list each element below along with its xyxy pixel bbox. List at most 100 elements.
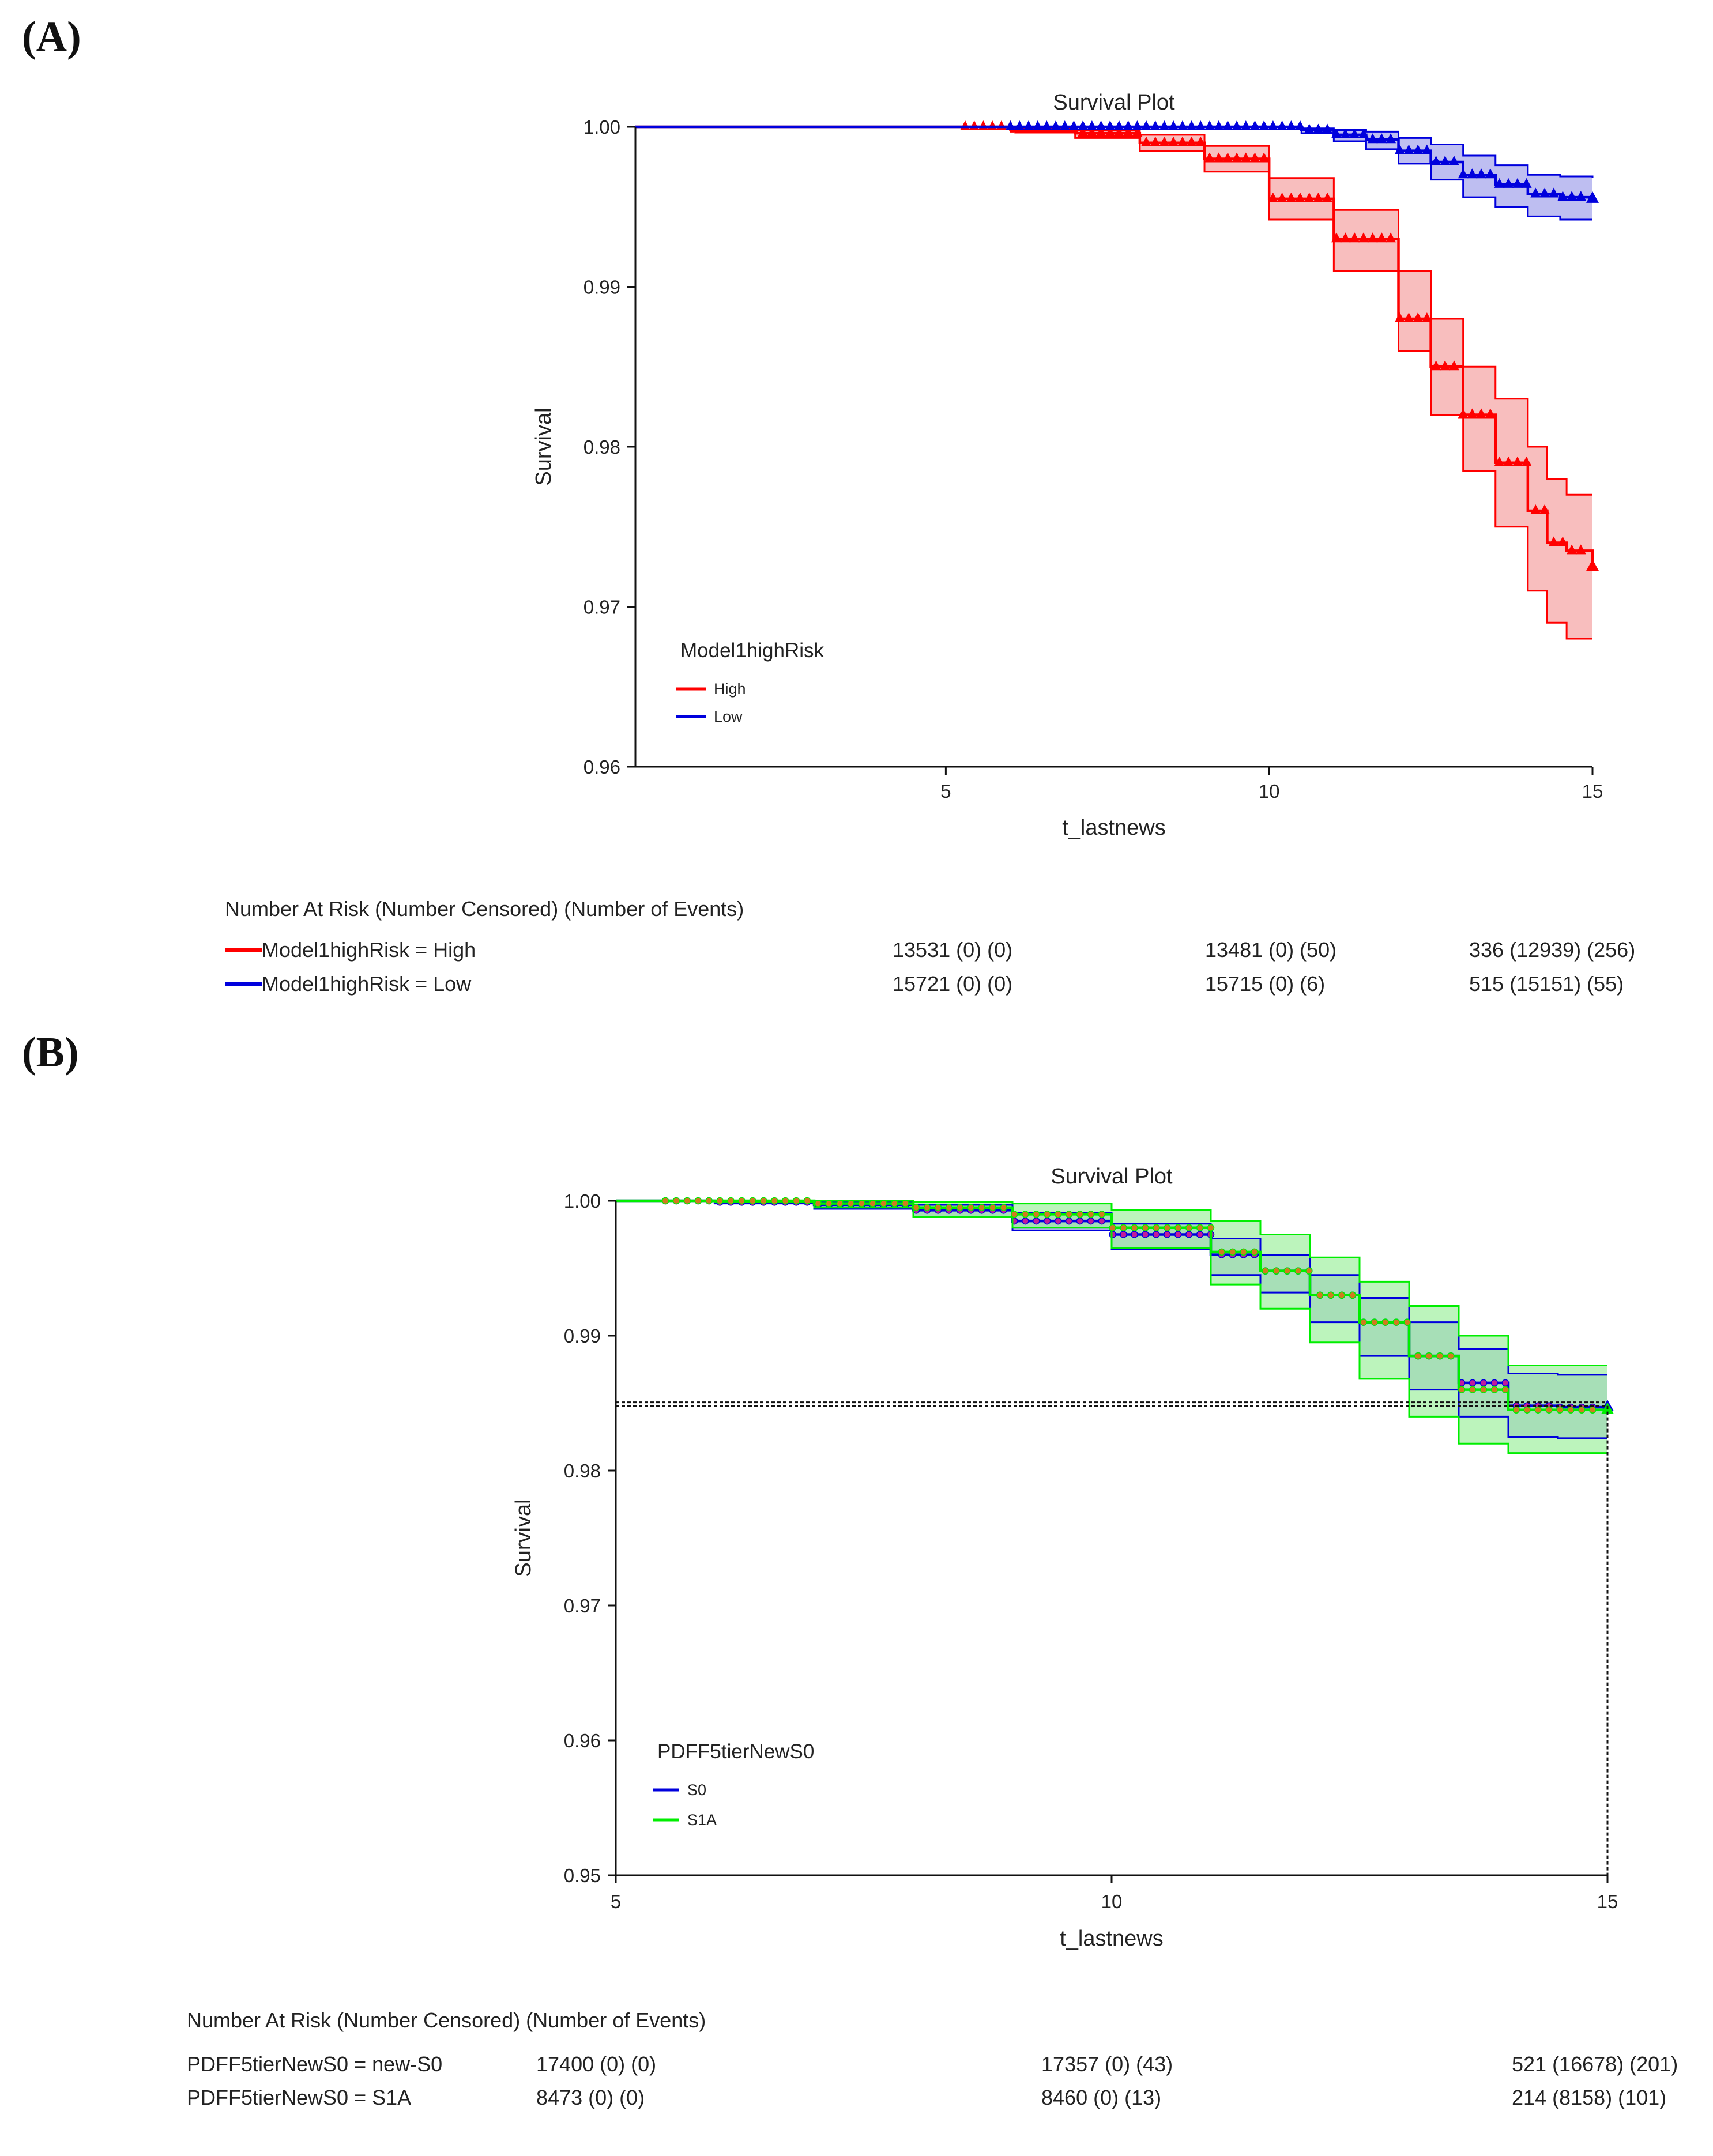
censor-marker-high bbox=[1458, 408, 1469, 419]
censor-marker-s0 bbox=[1098, 1217, 1106, 1225]
censor-marker-s1a bbox=[716, 1197, 724, 1205]
censor-marker-high bbox=[1421, 312, 1432, 322]
censor-marker-high bbox=[1267, 192, 1278, 202]
censor-marker-low bbox=[1132, 120, 1143, 130]
censor-marker-low bbox=[1086, 120, 1097, 130]
risk-table-b-title: Number At Risk (Number Censored) (Number… bbox=[187, 2008, 706, 2032]
censor-marker-low bbox=[1403, 144, 1414, 154]
censor-marker-s1a bbox=[738, 1197, 746, 1205]
censor-marker-s0 bbox=[1490, 1379, 1499, 1387]
censor-marker-s1a bbox=[891, 1200, 898, 1207]
censor-marker-high bbox=[1249, 152, 1260, 163]
risk-row-s1a-label: PDFF5tierNewS0 = S1A bbox=[187, 2086, 412, 2109]
censor-marker-low bbox=[1448, 156, 1459, 166]
censor-marker-s1a bbox=[1403, 1318, 1411, 1326]
censor-marker-s1a bbox=[1174, 1224, 1182, 1232]
censor-marker-s1a bbox=[1262, 1267, 1269, 1275]
censor-marker-low bbox=[1394, 144, 1405, 154]
censor-marker-s1a bbox=[880, 1200, 887, 1207]
censor-marker-high bbox=[1078, 127, 1089, 137]
y-axis-label: Survival bbox=[511, 1499, 536, 1577]
censor-marker-high bbox=[1113, 127, 1124, 137]
censor-marker-s0 bbox=[1469, 1379, 1477, 1387]
censor-marker-s0 bbox=[1153, 1231, 1160, 1238]
confidence-band-low bbox=[635, 127, 1592, 220]
censor-marker-low bbox=[1340, 128, 1351, 138]
censor-marker-high bbox=[1322, 192, 1333, 202]
chart-title: Survival Plot bbox=[1053, 91, 1175, 115]
censor-marker-s0 bbox=[1076, 1217, 1084, 1225]
censor-marker-low bbox=[1041, 120, 1052, 130]
censor-marker-s1a bbox=[1349, 1291, 1357, 1299]
x-axis-label: t_lastnews bbox=[1060, 1927, 1164, 1951]
censor-marker-s1a bbox=[869, 1200, 876, 1207]
risk-row-s1a-value-3: 214 (8158) (101) bbox=[1512, 2086, 1667, 2109]
risk-row-low-line bbox=[225, 982, 262, 986]
censor-marker-low bbox=[1195, 120, 1206, 130]
censor-marker-s0 bbox=[1065, 1217, 1073, 1225]
censor-marker-s1a bbox=[661, 1197, 669, 1205]
survival-line-s1a bbox=[616, 1199, 1607, 1411]
censor-marker-high bbox=[1358, 232, 1369, 243]
censor-marker-high bbox=[1222, 152, 1233, 163]
censor-marker-s1a bbox=[1142, 1224, 1149, 1232]
censor-marker-s1a bbox=[967, 1204, 975, 1211]
censor-marker-low bbox=[1249, 120, 1260, 130]
y-axis-label: Survival bbox=[532, 408, 556, 485]
legend-label-low: Low bbox=[714, 708, 743, 725]
censor-marker-s1a bbox=[989, 1204, 996, 1211]
censor-marker-high bbox=[1413, 312, 1424, 322]
x-tick-label: 15 bbox=[1597, 1891, 1618, 1912]
censor-marker-s1a bbox=[1218, 1248, 1226, 1256]
x-axis-label: t_lastnews bbox=[1062, 816, 1166, 840]
censor-marker-s1a bbox=[858, 1200, 865, 1207]
censor-marker-low bbox=[1430, 156, 1441, 166]
censor-marker-s1a bbox=[672, 1197, 680, 1205]
censor-marker-s1a bbox=[1338, 1291, 1346, 1299]
censor-marker-s0 bbox=[1196, 1231, 1204, 1238]
censor-marker-s1a bbox=[694, 1197, 702, 1205]
censor-marker-s0 bbox=[1174, 1231, 1182, 1238]
censor-marker-high bbox=[1132, 127, 1143, 137]
censor-marker-s1a bbox=[1120, 1224, 1127, 1232]
censor-marker-low bbox=[1413, 144, 1424, 154]
censor-marker-low bbox=[1014, 120, 1025, 130]
censor-marker-high bbox=[969, 120, 980, 130]
end-marker-high bbox=[1586, 559, 1599, 571]
censor-marker-s1a bbox=[1371, 1318, 1379, 1326]
censor-marker-low bbox=[1232, 120, 1243, 130]
censor-marker-low bbox=[1150, 120, 1161, 130]
censor-marker-s1a bbox=[760, 1197, 767, 1205]
censor-marker-s1a bbox=[1556, 1406, 1564, 1414]
censor-marker-high bbox=[1567, 544, 1578, 555]
censor-marker-high bbox=[960, 120, 971, 130]
censor-marker-s1a bbox=[1043, 1211, 1051, 1218]
censor-marker-low bbox=[1286, 120, 1297, 130]
y-tick-label: 0.96 bbox=[583, 756, 620, 778]
confidence-band-high bbox=[635, 127, 1592, 639]
band-upper-line-s1a bbox=[616, 1200, 1607, 1366]
censor-marker-high bbox=[1159, 136, 1170, 146]
censor-marker-s1a bbox=[836, 1200, 844, 1207]
censor-marker-high bbox=[1177, 136, 1188, 146]
censor-marker-high bbox=[1476, 408, 1487, 419]
censor-marker-s1a bbox=[727, 1197, 735, 1205]
censor-marker-low bbox=[1458, 168, 1469, 179]
censor-marker-low bbox=[1557, 191, 1568, 201]
censor-marker-high bbox=[996, 120, 1007, 130]
censor-marker-s1a bbox=[770, 1197, 778, 1205]
censor-marker-low bbox=[1168, 120, 1179, 130]
censor-marker-s1a bbox=[683, 1197, 691, 1205]
censor-marker-s1a bbox=[1283, 1267, 1291, 1275]
censor-marker-s1a bbox=[1022, 1211, 1029, 1218]
censor-marker-low bbox=[1095, 120, 1106, 130]
censor-marker-high bbox=[1240, 152, 1251, 163]
censor-marker-s0 bbox=[1043, 1217, 1051, 1225]
censor-marker-high bbox=[1331, 232, 1342, 243]
censor-marker-s1a bbox=[1065, 1211, 1073, 1218]
censor-marker-s1a bbox=[749, 1197, 756, 1205]
censor-marker-s1a bbox=[1425, 1352, 1433, 1360]
censor-marker-low bbox=[1113, 120, 1124, 130]
censor-marker-low bbox=[1485, 168, 1496, 179]
censor-marker-low bbox=[1159, 120, 1170, 130]
